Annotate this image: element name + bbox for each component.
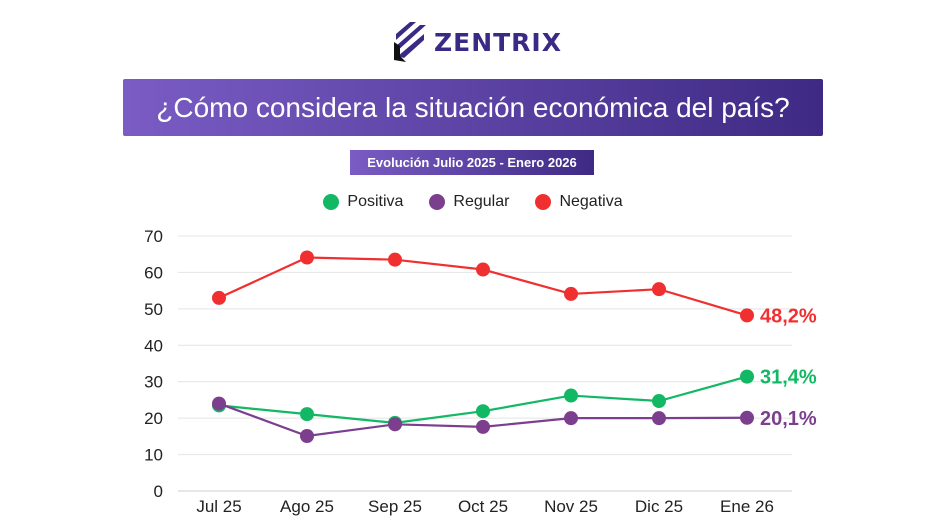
data-point-negativa: [476, 262, 490, 277]
y-tick-label: 70: [144, 227, 163, 246]
data-point-regular: [212, 396, 226, 411]
x-tick-label: Ene 26: [720, 497, 774, 516]
legend: Positiva Regular Negativa: [0, 193, 946, 211]
data-point-positiva: [476, 404, 490, 419]
data-point-negativa: [652, 282, 666, 297]
data-point-regular: [388, 417, 402, 432]
x-tick-label: Jul 25: [196, 497, 241, 516]
legend-item-negativa: Negativa: [535, 193, 623, 211]
x-tick-label: Sep 25: [368, 497, 422, 516]
legend-label: Negativa: [559, 193, 623, 210]
legend-label: Regular: [453, 193, 510, 210]
x-tick-label: Ago 25: [280, 497, 334, 516]
chart-title: ¿Cómo considera la situación económica d…: [123, 79, 823, 136]
data-point-regular: [652, 411, 666, 426]
legend-marker: [429, 194, 446, 210]
logo-text: ZENTRIX: [434, 27, 563, 57]
legend-marker: [323, 194, 340, 210]
y-tick-label: 40: [144, 336, 163, 355]
y-tick-label: 50: [144, 300, 163, 319]
y-tick-label: 20: [144, 409, 163, 428]
data-point-regular: [740, 410, 754, 425]
data-point-negativa: [740, 308, 754, 323]
logo: ZENTRIX: [392, 20, 562, 64]
data-point-regular: [564, 411, 578, 426]
legend-marker: [535, 194, 552, 210]
data-point-positiva: [740, 369, 754, 384]
end-label-negativa: 48,2%: [760, 305, 817, 327]
data-point-negativa: [564, 286, 578, 301]
y-tick-label: 0: [154, 482, 163, 501]
x-tick-label: Nov 25: [544, 497, 598, 516]
data-point-negativa: [388, 252, 402, 267]
x-tick-label: Oct 25: [458, 497, 508, 516]
y-tick-label: 60: [144, 263, 163, 282]
legend-item-positiva: Positiva: [323, 193, 403, 211]
end-label-regular: 20,1%: [760, 408, 817, 430]
data-point-regular: [300, 428, 314, 443]
y-tick-label: 10: [144, 446, 163, 465]
data-point-negativa: [212, 290, 226, 305]
data-point-positiva: [300, 407, 314, 422]
x-tick-label: Dic 25: [635, 497, 683, 516]
legend-label: Positiva: [347, 193, 404, 210]
data-point-negativa: [300, 250, 314, 265]
data-point-regular: [476, 419, 490, 434]
y-tick-label: 30: [144, 373, 163, 392]
legend-item-regular: Regular: [429, 193, 509, 211]
zentrix-logo-icon: [394, 22, 426, 62]
chart-subtitle: Evolución Julio 2025 - Enero 2026: [350, 150, 594, 175]
data-point-positiva: [564, 388, 578, 403]
data-point-positiva: [652, 394, 666, 409]
end-label-positiva: 31,4%: [760, 367, 817, 389]
